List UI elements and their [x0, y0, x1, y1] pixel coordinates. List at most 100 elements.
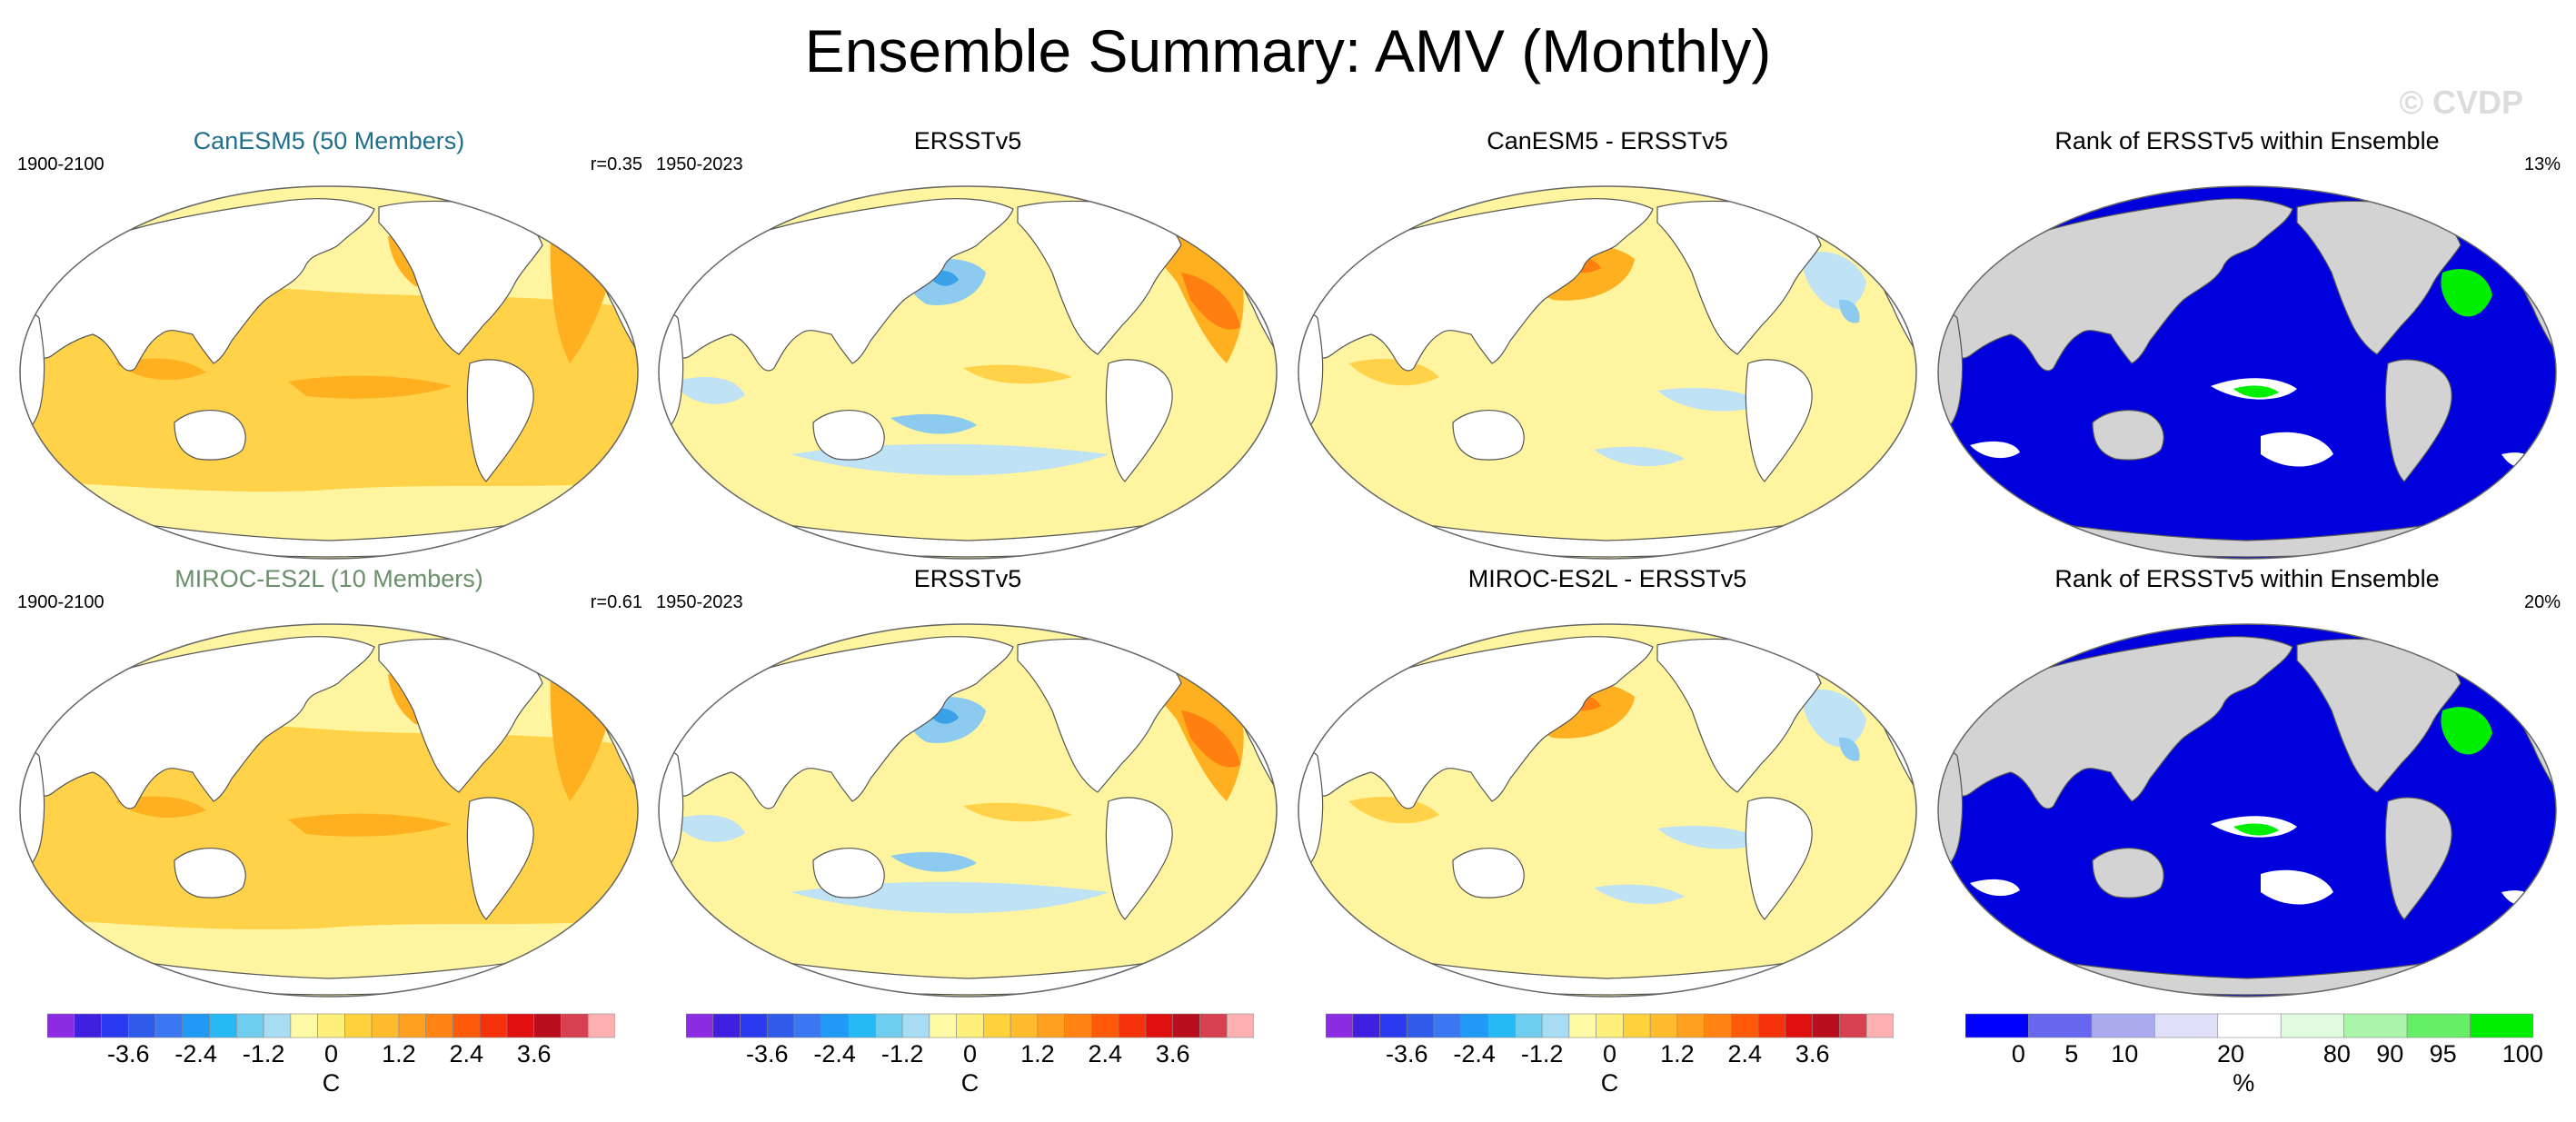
landmass-greenland: [1802, 197, 1867, 233]
colorbar-tick-label: 10: [2111, 1040, 2139, 1067]
colorbar-unit-label: C: [960, 1069, 980, 1097]
colorbar-tick-label: 2.4: [1088, 1040, 1123, 1067]
anomaly-region-5: [1970, 441, 2020, 459]
colorbar-swatch: [1406, 1013, 1435, 1038]
colorbar-swatch: [766, 1013, 795, 1038]
map-border: [1937, 623, 2557, 998]
landmass-asia: [671, 198, 1014, 372]
colorbar-swatch: [1010, 1013, 1039, 1038]
colorbar-swatch: [453, 1013, 481, 1038]
anomaly-region-8: [963, 802, 1072, 822]
landmass-greenland: [523, 635, 589, 671]
colorbar-swatch: [1487, 1013, 1516, 1038]
colorbar-swatch: [1091, 1013, 1119, 1038]
colorbar-swatch: [686, 1013, 714, 1038]
map-border: [1298, 623, 1917, 998]
anomaly-region-6: [890, 851, 977, 872]
panel-r1-model: CanESM5 (50 Members) 1900-2100 r=0.35: [15, 127, 642, 560]
map-field: [1938, 186, 2556, 559]
anomaly-region-7: [1594, 446, 1685, 467]
colorbar-swatch: [2217, 1013, 2282, 1038]
landmass-greenland: [1802, 635, 1867, 671]
panel-r2-rank: Rank of ERSSTv5 within Ensemble 20%: [1934, 565, 2561, 998]
landmass-greenland: [2442, 197, 2507, 233]
panel-r1-rank: Rank of ERSSTv5 within Ensemble 13%: [1934, 127, 2561, 560]
colorbar-swatch: [1785, 1013, 1814, 1038]
colorbar-temperature-3: -3.6 -2.4 -1.2 0 1.2 2.4 3.6 C: [1326, 1013, 1894, 1122]
map-border: [658, 185, 1278, 560]
colorbar-swatch: [1865, 1013, 1894, 1038]
correlation-label: r=0.35: [590, 154, 642, 174]
anomaly-region-3: [1802, 251, 1866, 310]
colorbar-swatch: [712, 1013, 741, 1038]
landmass-asia: [1311, 636, 1654, 809]
map-svg: [1937, 623, 2557, 998]
colorbar-swatch: [1596, 1013, 1624, 1038]
colorbar-tick-label: 1.2: [1020, 1040, 1055, 1067]
colorbar-swatch: [2091, 1013, 2155, 1038]
colorbar-swatch: [793, 1013, 822, 1038]
anomaly-region-5: [1657, 825, 1766, 849]
colorbar-swatch: [479, 1013, 508, 1038]
colorbar-swatch: [1623, 1013, 1651, 1038]
colorbar-swatch: [236, 1013, 264, 1038]
colorbar-swatch: [929, 1013, 957, 1038]
landmass-greenland: [1162, 635, 1228, 671]
colorbar-swatch: [1515, 1013, 1543, 1038]
panel-r2-diff: MIROC-ES2L - ERSSTv5: [1294, 565, 1921, 998]
panel-title: Rank of ERSSTv5 within Ensemble: [2054, 127, 2440, 154]
colorbar-swatch: [1460, 1013, 1488, 1038]
period-label: 1950-2023: [656, 592, 743, 612]
colorbar-swatch: [2406, 1013, 2471, 1038]
colorbar-tick-label: 0: [323, 1040, 339, 1067]
colorbar-swatch: [127, 1013, 156, 1038]
anomaly-region-5: [1970, 879, 2020, 897]
landmass-greenland: [2442, 635, 2507, 671]
landmass-australia: [812, 409, 885, 461]
colorbar-tick-label: -1.2: [880, 1040, 924, 1067]
colorbar-swatch: [263, 1013, 292, 1038]
colorbar-tick-label: 0: [2011, 1040, 2025, 1067]
colorbar-swatch: [1145, 1013, 1174, 1038]
colorbar-swatch: [1704, 1013, 1732, 1038]
colorbar-tick-label: 80: [2322, 1040, 2351, 1067]
colorbar-swatch: [1731, 1013, 1759, 1038]
panel-title: Rank of ERSSTv5 within Ensemble: [2054, 565, 2440, 592]
anomaly-region-7: [1594, 884, 1685, 905]
landmass-australia: [1452, 847, 1525, 899]
colorbar-swatch: [1965, 1013, 2029, 1038]
anomaly-region-4: [2441, 707, 2492, 755]
colorbar-tick-label: -3.6: [107, 1040, 150, 1067]
anomaly-region-3: [288, 813, 452, 837]
map-field: [1298, 186, 1916, 559]
colorbar-swatch: [182, 1013, 210, 1038]
colorbar-swatch: [506, 1013, 535, 1038]
colorbar-tick-label: 5: [2064, 1040, 2079, 1067]
colorbar-swatch: [848, 1013, 876, 1038]
landmass-australia: [174, 847, 246, 899]
colorbar-swatch: [956, 1013, 984, 1038]
colorbar-unit-label: C: [1600, 1069, 1619, 1097]
colorbar-swatch: [901, 1013, 930, 1038]
colorbar-swatch: [1118, 1013, 1147, 1038]
panel-r2-obs: ERSSTv5 1950-2023: [654, 565, 1281, 998]
colorbar-tick-label: 3.6: [516, 1040, 552, 1067]
panel-title: CanESM5 - ERSSTv5: [1487, 127, 1728, 154]
colorbar-swatch: [561, 1013, 589, 1038]
colorbar-svg: [47, 1013, 615, 1038]
panel-title: MIROC-ES2L - ERSSTv5: [1467, 565, 1747, 592]
colorbar-swatch: [2154, 1013, 2219, 1038]
anomaly-region-3: [2261, 432, 2333, 467]
period-label: 1950-2023: [656, 154, 743, 174]
anomaly-region-6: [890, 413, 977, 434]
anomaly-region-4: [2441, 269, 2492, 317]
colorbar-tick-label: 0: [1602, 1040, 1617, 1067]
colorbar-tick-label: 2.4: [449, 1040, 484, 1067]
landmass-australia: [2092, 847, 2164, 899]
landmass-asia: [671, 636, 1014, 809]
landmass-australia: [812, 847, 885, 899]
colorbar-unit-label: C: [322, 1069, 341, 1097]
map-svg: [19, 623, 639, 998]
panel-r1-diff: CanESM5 - ERSSTv5: [1294, 127, 1921, 560]
map-field: [20, 186, 638, 559]
